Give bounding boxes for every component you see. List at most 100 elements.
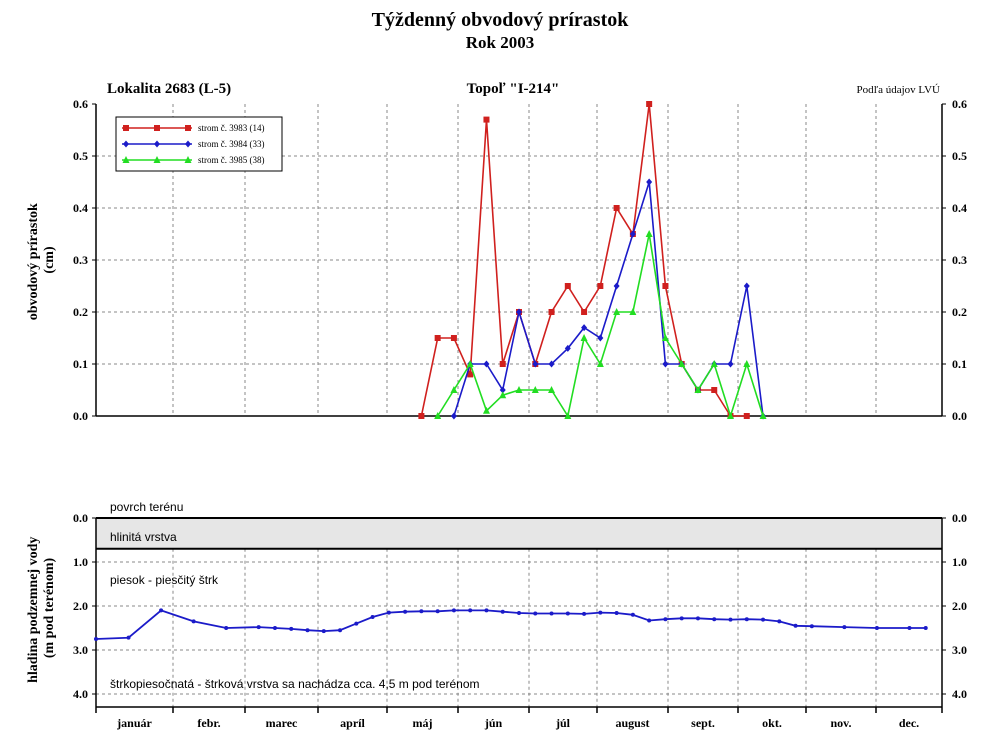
water-level-point <box>761 617 766 622</box>
series-3-point <box>531 386 539 393</box>
month-label: január <box>116 716 152 730</box>
location-label: Lokalita 2683 (L-5) <box>107 81 231 97</box>
water-level-point <box>94 637 98 641</box>
bottom-ylabel-line1: hladina podzemnej vody <box>26 537 41 683</box>
series-1-point <box>548 309 555 315</box>
chart-title: Týždenný obvodový prírastok <box>372 9 630 31</box>
series-3-point <box>645 230 653 237</box>
gravel-layer-label: štrkopiesočnatá - štrková vrstva sa nach… <box>110 677 480 691</box>
legend-label: strom č. 3983 (14) <box>198 123 265 133</box>
month-label: máj <box>413 716 433 730</box>
series-3-point <box>499 391 507 399</box>
top-ytick-right: 0.1 <box>952 357 967 371</box>
bottom-ytick-left: 2.0 <box>73 599 88 613</box>
water-level-point <box>517 611 521 616</box>
water-level-point <box>435 609 440 614</box>
series-3-point <box>548 386 556 393</box>
water-level-point <box>338 628 343 633</box>
series-2-point <box>516 308 522 316</box>
water-level-point <box>289 626 294 631</box>
top-ytick-left: 0.0 <box>73 409 88 423</box>
tree-type-label: Topoľ "I-214" <box>467 81 560 97</box>
water-level-point <box>419 609 424 614</box>
series-2-point <box>548 360 555 368</box>
series-2-point <box>597 334 604 342</box>
legend-marker <box>185 140 191 148</box>
series-2-point <box>450 412 457 420</box>
series-1-point <box>499 361 506 367</box>
legend-marker <box>122 156 130 163</box>
month-label: júl <box>555 716 571 730</box>
top-ylabel: obvodový prírastok (cm) <box>26 200 57 321</box>
series-2-point <box>662 360 669 368</box>
series-1-point <box>597 283 604 289</box>
bottom-ytick-left: 3.0 <box>73 643 88 657</box>
series-1-point <box>483 116 490 123</box>
month-label: nov. <box>830 716 851 730</box>
legend-marker <box>153 156 161 163</box>
series-2-point <box>727 360 734 368</box>
series-2-point <box>483 360 490 368</box>
series-1-point <box>646 101 653 107</box>
bottom-ytick-left: 4.0 <box>73 687 88 701</box>
series-3-point <box>629 308 637 315</box>
month-label: august <box>615 716 649 730</box>
series-1-point <box>711 387 718 393</box>
source-label: Podľa údajov LVÚ <box>856 84 940 96</box>
month-axis: január febr. marec apríl máj jún júl august sept… <box>95 707 943 730</box>
series-3-point <box>466 360 474 367</box>
water-level-point <box>679 616 684 621</box>
month-label: febr. <box>197 716 220 730</box>
bottom-plot: 0.0 0.0 1.0 1.0 2.0 2.0 3.0 3.0 4.0 4.0 povrch ter… <box>73 500 967 708</box>
sand-layer-label: piesok - piesčitý štrk <box>110 573 219 587</box>
water-level-point <box>321 629 326 634</box>
series-1-point <box>613 205 620 211</box>
series-line-2 <box>453 181 764 417</box>
series-2-point <box>646 178 653 186</box>
surface-label: povrch terénu <box>110 500 183 514</box>
water-level-point <box>582 611 587 616</box>
legend-marker <box>185 125 191 131</box>
top-ytick-right: 0.5 <box>952 149 967 163</box>
top-ylabel-line2: (cm) <box>42 246 57 274</box>
bottom-ytick-left: 1.0 <box>73 555 88 569</box>
series-1-point <box>581 309 588 315</box>
water-level-point <box>793 623 798 628</box>
bottom-ytick-left: 0.0 <box>73 511 88 525</box>
series-3-point <box>710 360 718 367</box>
series-1-point <box>743 413 750 419</box>
water-level-point <box>907 626 912 630</box>
water-level-point <box>500 609 505 614</box>
top-ytick-left: 0.4 <box>73 201 88 215</box>
series-3-point <box>596 360 604 367</box>
series-2-point <box>581 324 588 332</box>
top-ytick-right: 0.0 <box>952 409 967 423</box>
series-3-point <box>580 334 588 341</box>
month-label: sept. <box>691 716 715 730</box>
legend-marker <box>123 140 129 148</box>
top-ytick-left: 0.1 <box>73 357 88 371</box>
water-level-point <box>728 617 733 622</box>
water-level-point <box>403 609 408 614</box>
water-level-point <box>777 619 782 624</box>
top-ytick-right: 0.3 <box>952 253 967 267</box>
water-level-point <box>565 611 570 616</box>
legend-marker <box>123 125 129 131</box>
water-level-point <box>809 624 814 629</box>
water-level-point <box>598 610 603 615</box>
bottom-ylabel-line2: (m pod terénom) <box>42 558 57 659</box>
top-ytick-right: 0.4 <box>952 201 967 215</box>
month-label: jún <box>484 716 503 730</box>
legend-label: strom č. 3984 (33) <box>198 139 265 149</box>
chart-subtitle: Rok 2003 <box>466 33 534 52</box>
clay-layer-band <box>96 518 942 549</box>
water-level-point <box>923 626 928 630</box>
water-level-point <box>126 635 131 640</box>
water-level-point <box>224 626 229 630</box>
water-level-point <box>614 611 619 616</box>
water-level-point <box>159 608 164 613</box>
water-level-point <box>386 610 391 615</box>
series-3-point <box>743 360 751 367</box>
top-ytick-left: 0.5 <box>73 149 88 163</box>
